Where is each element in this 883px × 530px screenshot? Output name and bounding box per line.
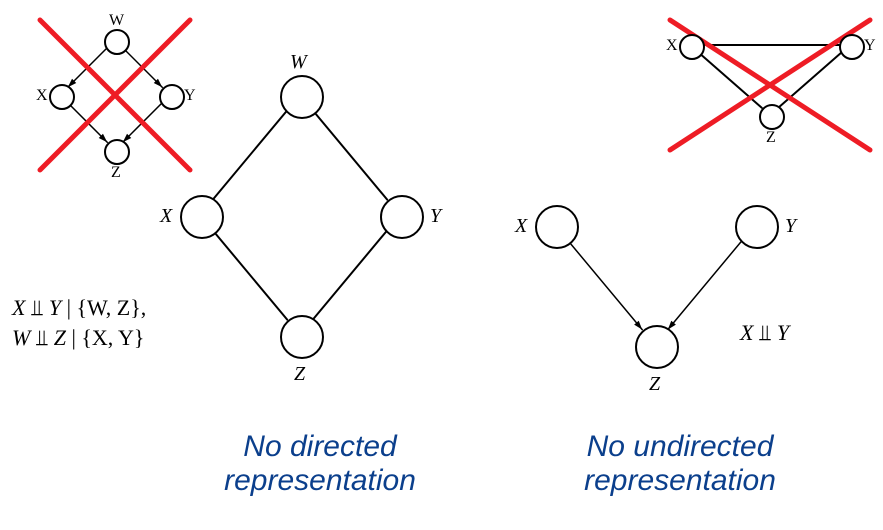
- node-label-z: Z: [649, 373, 660, 396]
- diagram-stage: { "canvas": { "width": 883, "height": 53…: [0, 0, 883, 530]
- caption-right-line2: representation: [530, 464, 830, 498]
- node-x: [180, 195, 224, 239]
- node-z: [280, 315, 324, 359]
- node-label-w: W: [290, 51, 307, 74]
- node-z: [635, 325, 679, 369]
- node-w: [280, 75, 324, 119]
- independence-statement: X ⫫ Y: [740, 320, 789, 346]
- node-label-z: Z: [294, 363, 305, 386]
- node-label-w: W: [109, 12, 124, 30]
- node-label-y: Y: [184, 87, 196, 105]
- node-w: [104, 29, 130, 55]
- node-x: [49, 84, 75, 110]
- node-y: [839, 34, 865, 60]
- node-label-y: Y: [864, 37, 876, 55]
- node-x: [679, 34, 705, 60]
- node-label-y: Y: [785, 215, 796, 238]
- caption-left-line1: No directed: [170, 430, 470, 464]
- node-label-y: Y: [430, 205, 441, 228]
- node-label-x: X: [515, 215, 527, 238]
- node-y: [735, 205, 779, 249]
- independence-statement: W ⫫ Z | {X, Y}: [12, 325, 144, 351]
- node-label-x: X: [36, 87, 48, 105]
- node-z: [759, 104, 785, 130]
- independence-statement: X ⫫ Y | {W, Z},: [12, 295, 146, 321]
- caption-left-line2: representation: [170, 464, 470, 498]
- node-x: [535, 205, 579, 249]
- node-z: [104, 139, 130, 165]
- node-y: [380, 195, 424, 239]
- node-y: [159, 84, 185, 110]
- node-label-z: Z: [111, 164, 121, 182]
- node-label-x: X: [160, 205, 172, 228]
- caption-right: No undirected representation: [530, 430, 830, 498]
- node-label-z: Z: [766, 129, 776, 147]
- caption-left: No directed representation: [170, 430, 470, 498]
- node-label-x: X: [666, 37, 678, 55]
- caption-right-line1: No undirected: [530, 430, 830, 464]
